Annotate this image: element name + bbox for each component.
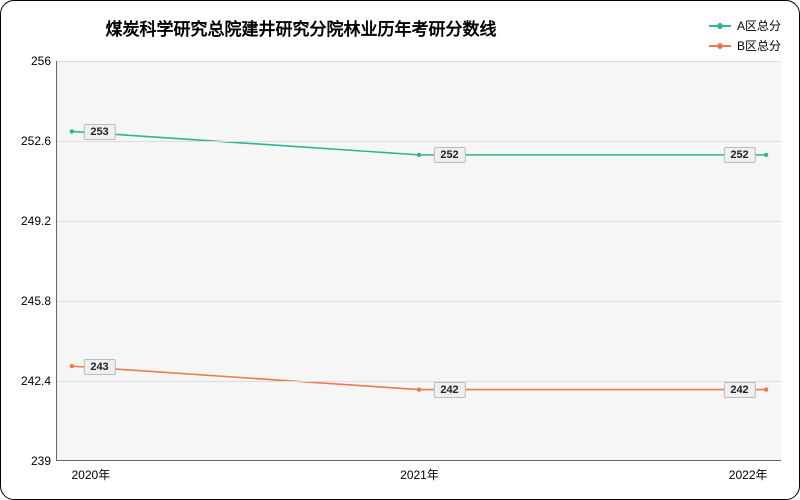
gridline [57, 301, 781, 302]
series-line [72, 131, 766, 154]
chart-title: 煤炭科学研究总院建井研究分院林业历年考研分数线 [1, 15, 601, 40]
data-label: 243 [83, 359, 115, 375]
data-label: 252 [433, 147, 465, 163]
x-tick-label: 2022年 [729, 466, 768, 483]
y-tick-label: 256 [31, 54, 51, 68]
legend-swatch-b [709, 45, 731, 47]
series-marker [417, 387, 421, 391]
series-marker [417, 153, 421, 157]
gridline [57, 221, 781, 222]
legend-swatch-a [709, 25, 731, 27]
y-tick-label: 245.8 [21, 294, 51, 308]
series-marker [70, 129, 74, 133]
gridline [57, 381, 781, 382]
legend-item-b: B区总分 [709, 37, 781, 54]
gridline [57, 61, 781, 62]
data-label: 252 [723, 147, 755, 163]
chart-container: 煤炭科学研究总院建井研究分院林业历年考研分数线 A区总分 B区总分 239242… [0, 0, 800, 500]
y-tick-label: 252.6 [21, 134, 51, 148]
series-line [72, 366, 766, 389]
series-marker [764, 153, 768, 157]
chart-lines [57, 61, 781, 460]
x-tick-label: 2020年 [72, 466, 111, 483]
series-marker [764, 387, 768, 391]
x-tick-label: 2021年 [400, 466, 439, 483]
y-tick-label: 239 [31, 454, 51, 468]
series-marker [70, 364, 74, 368]
legend: A区总分 B区总分 [709, 17, 781, 57]
legend-dot-b [717, 43, 723, 49]
legend-item-a: A区总分 [709, 17, 781, 34]
legend-label-a: A区总分 [737, 17, 781, 34]
data-label: 253 [83, 124, 115, 140]
y-tick-label: 242.4 [21, 374, 51, 388]
plot-area: 239242.4245.8249.2252.62562020年2021年2022… [56, 61, 781, 461]
legend-label-b: B区总分 [737, 37, 781, 54]
y-tick-label: 249.2 [21, 214, 51, 228]
gridline [57, 141, 781, 142]
legend-dot-a [717, 23, 723, 29]
data-label: 242 [723, 382, 755, 398]
data-label: 242 [433, 382, 465, 398]
